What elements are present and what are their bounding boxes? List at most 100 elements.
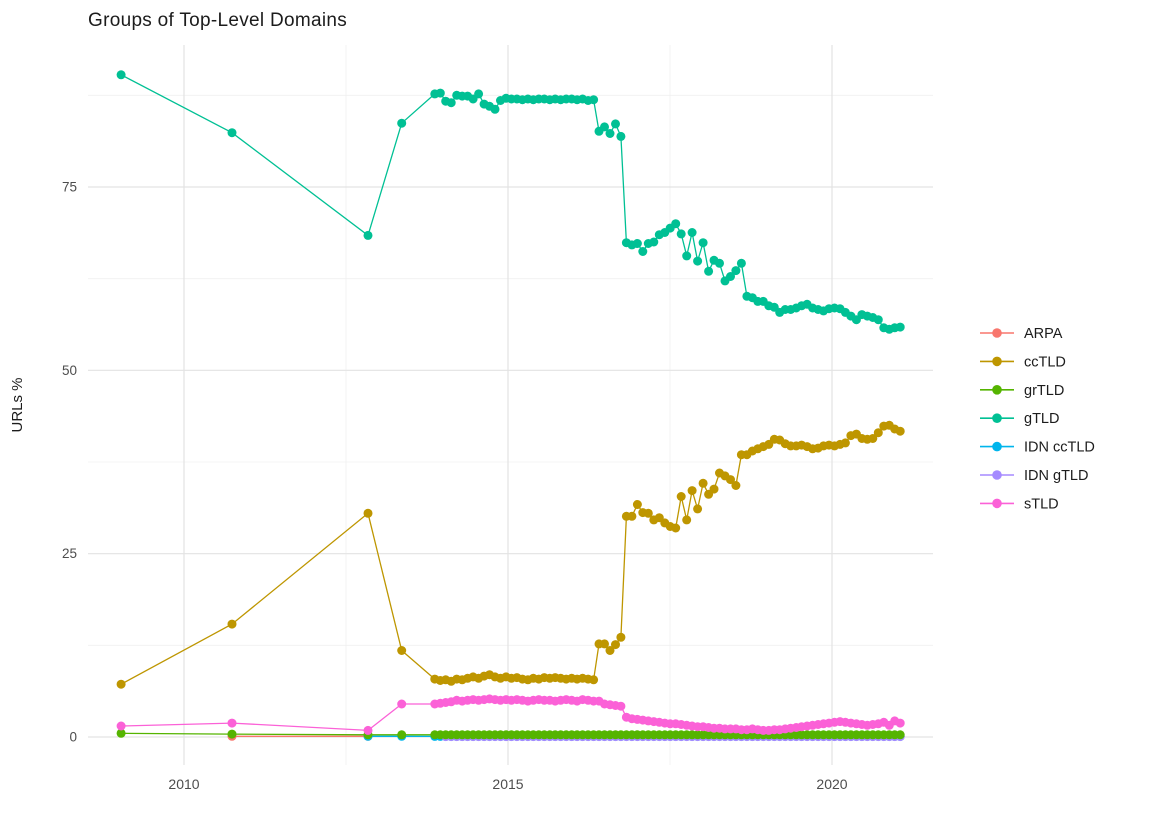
legend-item-gtld: gTLD (980, 411, 1059, 427)
data-point-cctld (363, 508, 373, 518)
legend-item-cctld: ccTLD (980, 354, 1066, 370)
legend-label: IDN ccTLD (1024, 440, 1095, 456)
data-point-cctld (731, 481, 741, 490)
legend-item-stld: sTLD (980, 496, 1059, 512)
data-point-grtld (227, 729, 237, 739)
data-point-gtld (435, 88, 445, 98)
data-point-gtld (671, 219, 681, 229)
data-point-gtld (116, 70, 126, 80)
legend-label: ccTLD (1024, 354, 1066, 370)
data-point-grtld (397, 730, 407, 740)
data-point-gtld (693, 256, 703, 266)
data-point-stld (616, 701, 626, 711)
data-point-cctld (687, 486, 697, 496)
x-tick-label: 2020 (816, 776, 847, 792)
grid-layer (88, 45, 933, 765)
legend-key-dot-grtld (992, 385, 1002, 395)
data-point-gtld (397, 118, 407, 128)
data-point-cctld (643, 508, 653, 518)
data-point-gtld (632, 239, 642, 248)
series-line-gtld (120, 74, 901, 330)
legend-label: gTLD (1024, 411, 1059, 427)
x-tick-label: 2010 (168, 776, 199, 792)
data-point-stld (397, 699, 407, 709)
series-cctld (116, 420, 905, 689)
data-point-stld (895, 718, 905, 728)
data-point-cctld (600, 639, 609, 649)
data-point-gtld (638, 247, 648, 256)
legend-item-grtld: grTLD (980, 383, 1064, 399)
data-point-gtld (605, 129, 615, 138)
legend-layer: ARPA ccTLD grTLD gTLD IDN ccTLD IDN gTLD sTLD (980, 326, 1095, 512)
data-point-cctld (627, 511, 637, 521)
y-tick-label: 75 (62, 180, 77, 195)
data-point-gtld (616, 131, 626, 141)
data-point-cctld (840, 438, 850, 448)
legend-key-dot-gtld (992, 413, 1002, 424)
data-point-cctld (726, 475, 735, 485)
data-point-gtld (474, 89, 484, 99)
data-point-cctld (895, 426, 905, 436)
data-point-gtld (611, 119, 620, 129)
data-point-cctld (698, 478, 708, 488)
data-point-cctld (397, 646, 407, 655)
data-point-cctld (873, 428, 883, 438)
legend-item-idn-gtld: IDN gTLD (980, 468, 1088, 484)
data-point-cctld (693, 504, 703, 514)
data-point-gtld (731, 266, 741, 276)
data-point-cctld (709, 484, 719, 494)
data-point-gtld (873, 315, 883, 325)
data-point-gtld (676, 229, 686, 239)
data-point-cctld (676, 492, 686, 501)
data-point-cctld (671, 523, 681, 533)
x-tick-label: 2015 (492, 776, 523, 792)
y-tick-label: 25 (62, 546, 77, 561)
legend-label: IDN gTLD (1024, 468, 1088, 484)
data-point-gtld (589, 95, 599, 105)
data-point-stld (363, 725, 373, 735)
legend-label: grTLD (1024, 383, 1064, 399)
data-point-gtld (600, 122, 609, 132)
data-point-gtld (895, 322, 905, 332)
data-point-gtld (682, 251, 692, 261)
legend-label: sTLD (1024, 496, 1059, 512)
legend-key-dot-arpa (992, 328, 1002, 338)
legend-key-dot-idn-gtld (992, 470, 1002, 480)
data-point-cctld (605, 646, 615, 655)
data-point-gtld (687, 228, 697, 237)
chart-title: Groups of Top-Level Domains (88, 10, 347, 31)
data-point-cctld (116, 679, 126, 689)
axis-layer: 0 25 50 75 2010 2015 2020 (62, 180, 848, 792)
data-point-gtld (227, 128, 237, 138)
data-point-gtld (715, 258, 724, 268)
data-point-cctld (632, 500, 642, 509)
series-gtld (116, 70, 905, 334)
legend-item-idn-cctld: IDN ccTLD (980, 440, 1095, 456)
y-axis-title: URLs % (9, 377, 26, 432)
data-point-grtld (895, 730, 905, 740)
series-stld (116, 694, 905, 735)
data-point-gtld (446, 98, 456, 108)
data-point-cctld (868, 434, 878, 443)
data-point-gtld (736, 258, 746, 268)
data-point-stld (116, 721, 126, 731)
data-point-stld (227, 718, 237, 728)
legend-label: ARPA (1024, 326, 1063, 342)
data-point-gtld (490, 104, 500, 114)
legend-key-dot-idn-cctld (992, 441, 1002, 452)
data-point-cctld (611, 640, 620, 650)
data-point-cctld (227, 619, 237, 629)
data-point-grtld (116, 728, 126, 738)
data-point-cctld (682, 515, 692, 525)
data-point-gtld (704, 266, 714, 276)
y-tick-label: 50 (62, 363, 77, 378)
series-layer (116, 70, 905, 742)
y-tick-label: 0 (69, 730, 77, 745)
series-arpa (227, 731, 373, 741)
data-point-gtld (363, 230, 373, 240)
data-point-gtld (698, 238, 708, 248)
data-point-gtld (726, 272, 735, 281)
legend-item-arpa: ARPA (980, 326, 1063, 342)
